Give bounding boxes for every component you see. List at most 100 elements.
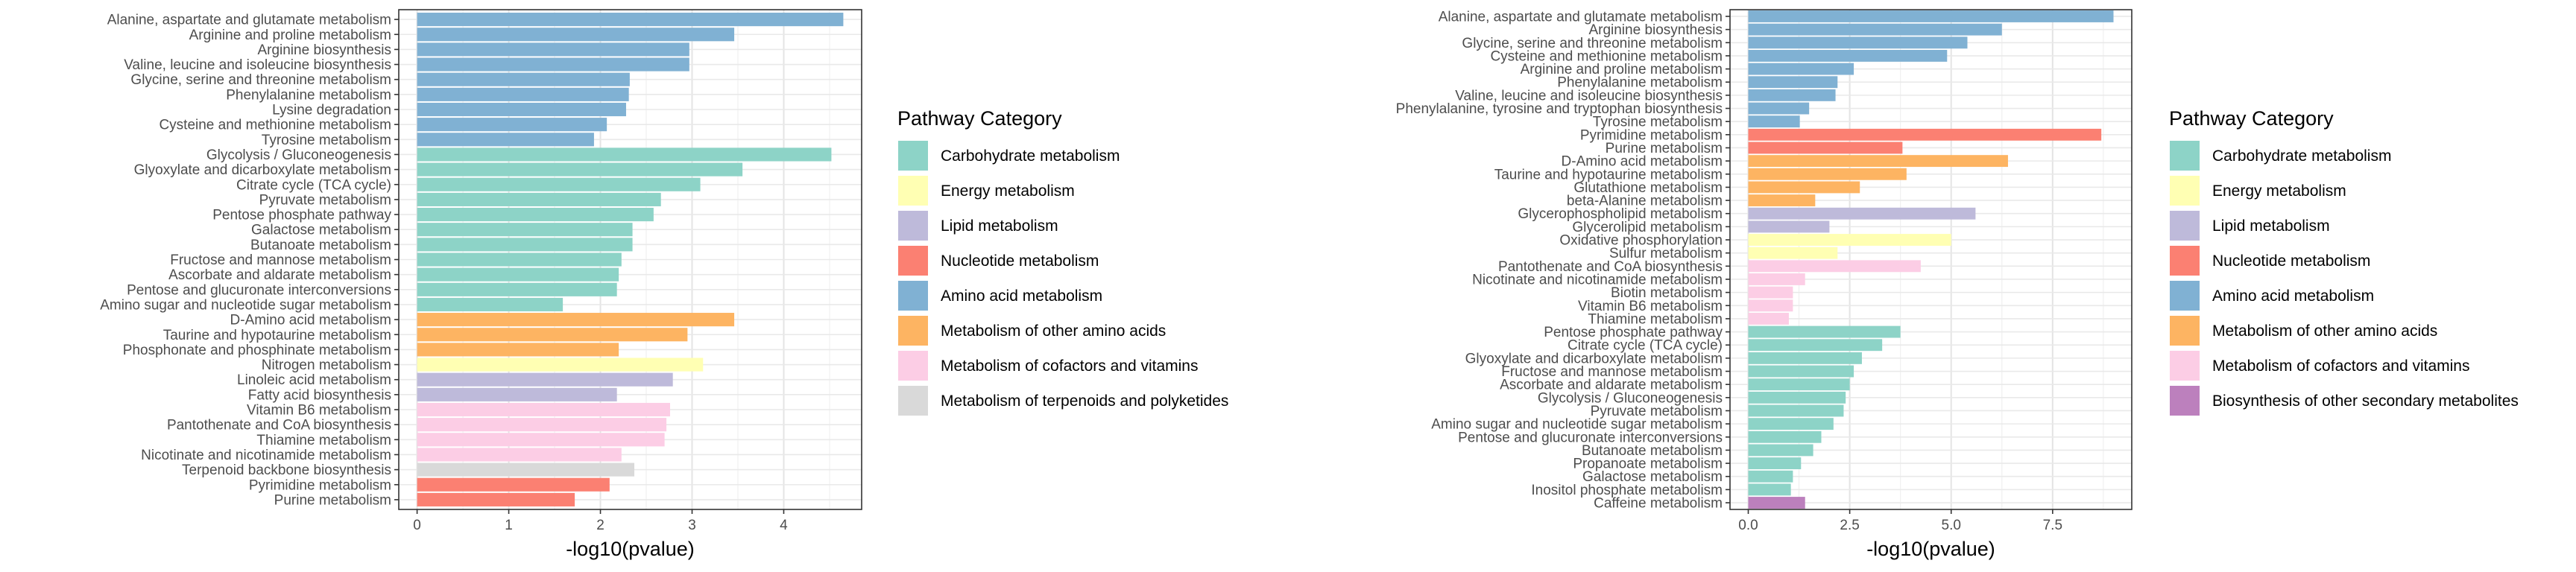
bar: [1748, 142, 1903, 154]
y-tick-label: Ascorbate and aldarate metabolism: [168, 267, 391, 283]
bar: [1748, 404, 1844, 417]
y-tick-label: Pyruvate metabolism: [259, 192, 391, 208]
y-tick-label: Amino sugar and nucleotide sugar metabol…: [100, 297, 391, 313]
y-tick-label: Vitamin B6 metabolism: [1578, 299, 1723, 314]
legend-swatch: [898, 211, 928, 241]
y-tick-label: Lysine degradation: [272, 103, 391, 118]
y-tick-label: Pyrimidine metabolism: [1580, 127, 1723, 143]
y-tick-label: Glyoxylate and dicarboxylate metabolism: [134, 162, 391, 178]
bar: [417, 238, 633, 252]
legend-swatch: [898, 351, 928, 381]
y-tick-label: Pyruvate metabolism: [1591, 404, 1723, 419]
bar: [1748, 260, 1921, 273]
bar: [1748, 430, 1822, 443]
bar: [1748, 63, 1854, 75]
y-tick-label: beta-Alanine metabolism: [1567, 194, 1723, 209]
y-tick-label: Fructose and mannose metabolism: [1501, 364, 1723, 380]
y-tick-label: Butanoate metabolism: [1582, 443, 1723, 459]
legend-swatch: [2170, 176, 2200, 206]
y-tick-label: Cysteine and methionine metabolism: [1490, 48, 1723, 64]
y-tick-label: Galactose metabolism: [251, 223, 391, 238]
bar: [417, 177, 701, 191]
bar: [417, 463, 635, 477]
legend-label: Metabolism of terpenoids and polyketides: [941, 393, 1228, 410]
legend-label: Nucleotide metabolism: [941, 252, 1099, 270]
bar: [417, 223, 633, 237]
y-tick-label: Glycine, serine and threonine metabolism: [1462, 36, 1723, 51]
legend-label: Nucleotide metabolism: [2212, 252, 2370, 270]
legend-swatch: [898, 386, 928, 416]
x-tick-label: 7.5: [2043, 518, 2062, 533]
x-axis-title: -log10(pvalue): [566, 538, 695, 560]
legend-label: Energy metabolism: [2212, 182, 2346, 200]
legend-label: Carbohydrate metabolism: [2212, 147, 2391, 165]
bar: [417, 297, 564, 312]
y-tick-label: Pantothenate and CoA biosynthesis: [1498, 259, 1723, 275]
bar: [417, 42, 689, 57]
bar: [1748, 273, 1805, 285]
legend-title: Pathway Category: [897, 107, 1062, 130]
bar: [1748, 299, 1793, 312]
bar: [417, 192, 661, 206]
y-tick-label: Ascorbate and aldarate metabolism: [1500, 378, 1723, 393]
bar: [1748, 247, 1838, 259]
bar: [417, 147, 832, 162]
y-tick-label: Linoleic acid metabolism: [237, 372, 391, 388]
bar: [1748, 76, 1838, 89]
y-tick-label: Alanine, aspartate and glutamate metabol…: [1439, 9, 1723, 25]
bar: [1748, 470, 1793, 483]
bar: [417, 267, 619, 282]
plot-border: [1729, 9, 2133, 510]
y-tick-label: Purine metabolism: [274, 492, 391, 508]
bar: [417, 57, 689, 72]
y-tick-label: Thiamine metabolism: [256, 433, 391, 448]
bar: [417, 418, 667, 432]
bar: [417, 162, 743, 177]
chart-panel-2: Alanine, aspartate and glutamate metabol…: [1396, 9, 2519, 560]
y-tick-label: Citrate cycle (TCA cycle): [1568, 338, 1723, 354]
bar: [417, 118, 607, 132]
bar: [1748, 89, 1836, 101]
legend-swatch: [898, 281, 928, 311]
y-tick-label: Phenylalanine metabolism: [226, 87, 391, 103]
y-tick-label: Sulfur metabolism: [1609, 246, 1723, 261]
bar: [417, 477, 610, 492]
bar: [1748, 457, 1802, 470]
bar: [1748, 168, 1907, 180]
bar: [1748, 497, 1805, 509]
chart-panel-1: Alanine, aspartate and glutamate metabol…: [100, 9, 1228, 560]
bar: [1748, 102, 1810, 115]
y-tick-label: Purine metabolism: [1606, 141, 1723, 156]
y-tick-label: Fructose and mannose metabolism: [170, 252, 391, 268]
bar: [1748, 339, 1883, 352]
y-tick-label: Nicotinate and nicotinamide metabolism: [141, 448, 391, 463]
legend-swatch: [898, 141, 928, 171]
legend-label: Energy metabolism: [941, 182, 1075, 200]
y-tick-label: Phosphonate and phosphinate metabolism: [123, 343, 391, 358]
y-tick-label: Oxidative phosphorylation: [1559, 233, 1723, 249]
legend-swatch: [2170, 386, 2200, 416]
bar: [1748, 234, 1951, 246]
bar: [1748, 391, 1846, 404]
y-tick-label: Phenylalanine metabolism: [1557, 75, 1723, 91]
bar: [417, 328, 688, 342]
bar: [417, 492, 575, 506]
y-tick-label: Alanine, aspartate and glutamate metabol…: [107, 13, 391, 28]
y-tick-label: Propanoate metabolism: [1573, 457, 1723, 472]
y-tick-label: Nitrogen metabolism: [262, 358, 391, 373]
y-tick-label: Valine, leucine and isoleucine biosynthe…: [1455, 88, 1723, 104]
y-tick-label: Pentose phosphate pathway: [212, 208, 391, 223]
bar: [1748, 155, 2008, 168]
legend-label: Lipid metabolism: [941, 217, 1058, 235]
bar: [417, 387, 617, 401]
y-tick-label: Caffeine metabolism: [1594, 496, 1723, 512]
x-tick-label: 2.5: [1840, 518, 1859, 533]
legend-label: Metabolism of cofactors and vitamins: [2212, 358, 2469, 375]
legend-label: Amino acid metabolism: [941, 287, 1102, 305]
legend-label: Carbohydrate metabolism: [941, 147, 1120, 165]
bar: [1748, 312, 1789, 325]
y-tick-label: Glycerolipid metabolism: [1572, 220, 1723, 235]
x-tick-label: 0: [413, 518, 421, 533]
x-tick-label: 1: [505, 518, 513, 533]
y-tick-label: Inositol phosphate metabolism: [1531, 483, 1723, 498]
